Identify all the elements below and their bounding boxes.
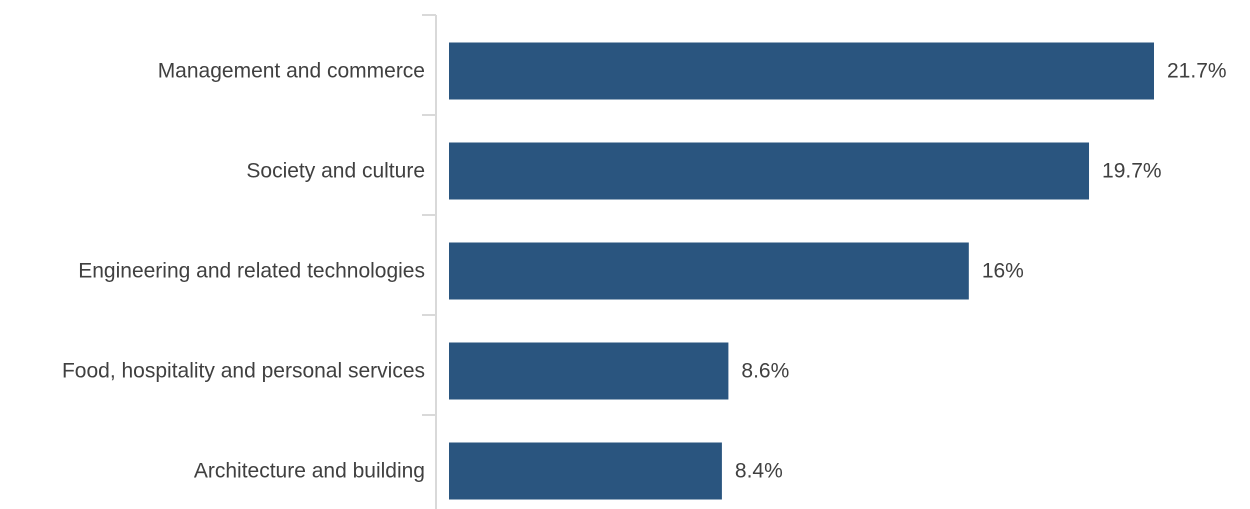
category-axis <box>422 14 437 509</box>
category-label: Architecture and building <box>194 460 425 483</box>
data-label: 8.6% <box>741 360 789 383</box>
bar <box>449 342 729 400</box>
bar <box>449 442 722 500</box>
data-label: 8.4% <box>735 460 783 483</box>
value-labels: 21.7% 19.7% 16% 8.6% 8.4% <box>735 60 1227 483</box>
category-label: Food, hospitality and personal services <box>62 360 425 383</box>
data-label: 21.7% <box>1167 60 1227 83</box>
category-label: Society and culture <box>246 160 425 183</box>
category-labels: Management and commerce Society and cultu… <box>62 60 425 483</box>
category-label: Engineering and related technologies <box>78 260 425 283</box>
bars <box>449 42 1154 500</box>
data-label: 19.7% <box>1102 160 1162 183</box>
bar <box>449 142 1090 200</box>
bar <box>449 42 1154 100</box>
category-label: Management and commerce <box>158 60 425 83</box>
bar <box>449 242 969 300</box>
data-label: 16% <box>982 260 1024 283</box>
